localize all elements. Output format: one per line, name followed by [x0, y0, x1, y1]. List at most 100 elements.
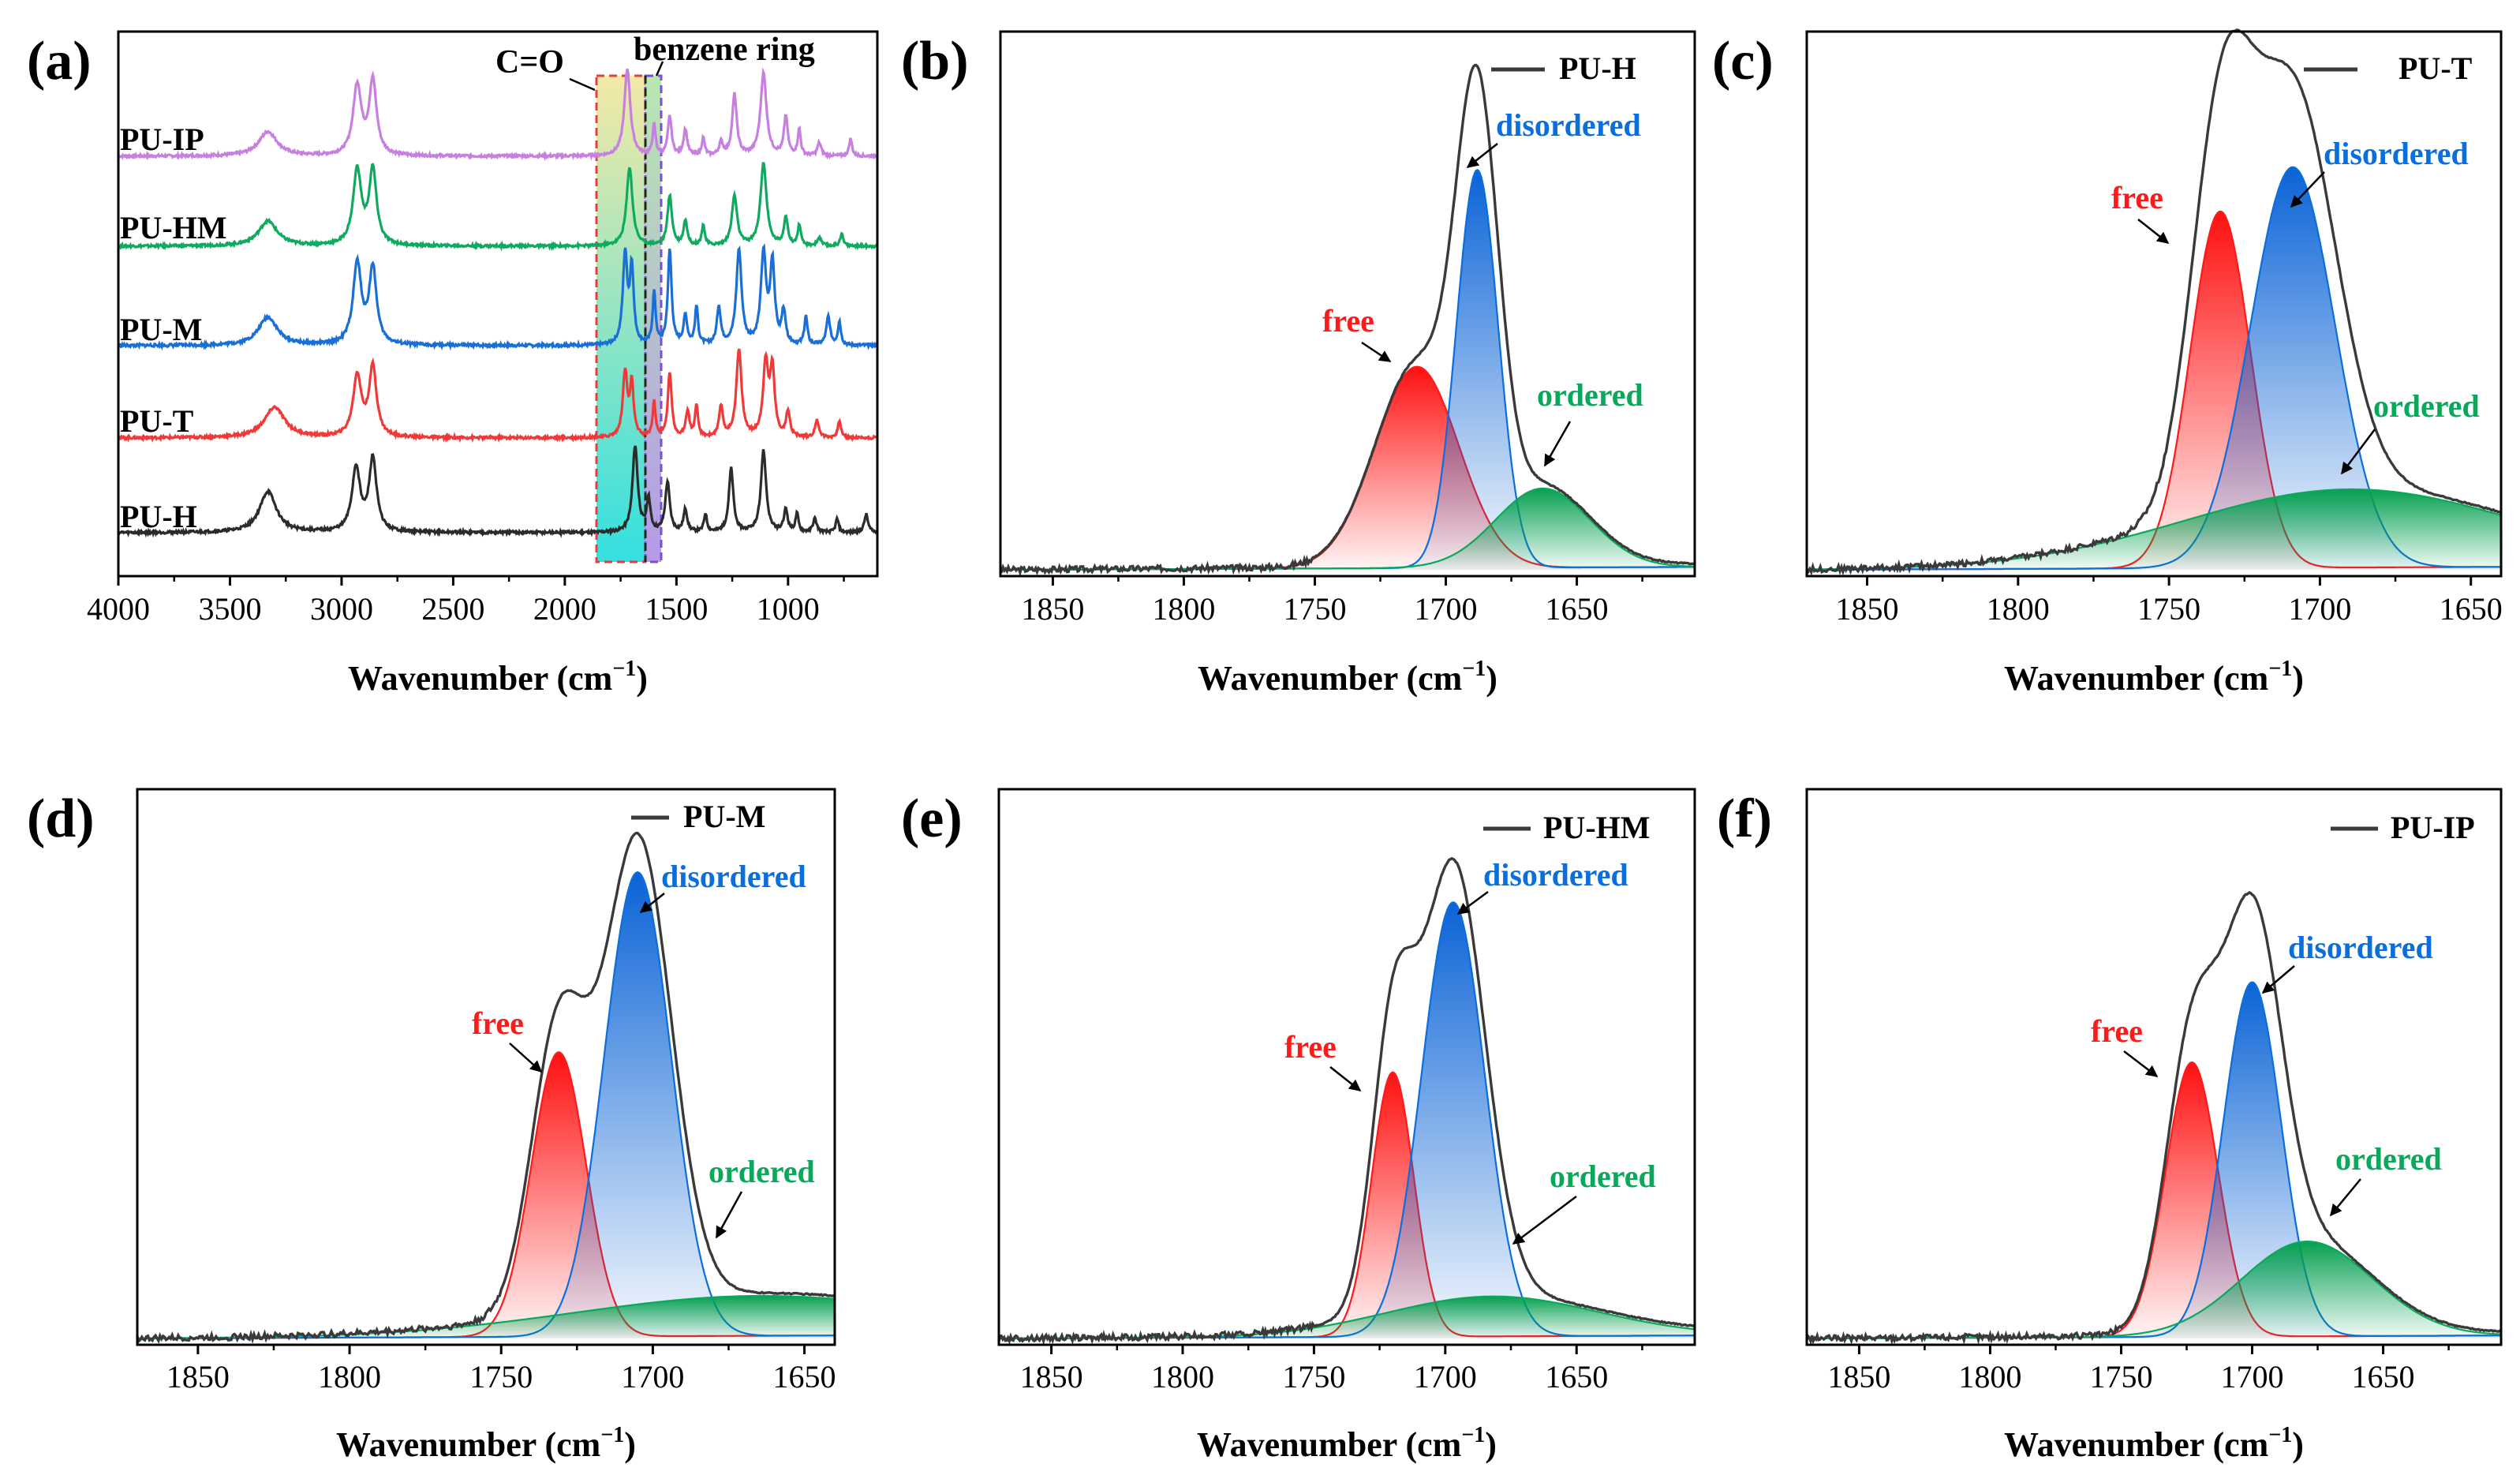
- b-label-ordered: ordered: [1537, 377, 1643, 413]
- c-label-ordered: ordered: [2373, 388, 2480, 424]
- a-label-pu-h: PU-H: [120, 499, 197, 534]
- panel-b: (b) 1850 1800 1750 1700 1650 Wavenumber …: [901, 30, 1696, 698]
- f-ordered-band-fill: [1807, 1241, 2501, 1338]
- c-label-disordered: disordered: [2324, 136, 2469, 171]
- e-disordered-band-line: [999, 901, 1695, 1340]
- e-label-free: free: [1284, 1029, 1337, 1065]
- c-ticks: [1866, 576, 2473, 586]
- a-label-pu-hm: PU-HM: [120, 210, 227, 245]
- d-envelope-line: [136, 831, 836, 1344]
- e-arrow-free: [1329, 1066, 1362, 1091]
- b-free-band-fill: [1000, 366, 1695, 570]
- c-arrow-disordered: [2290, 171, 2325, 208]
- c-tick-1650: 1650: [2440, 591, 2503, 627]
- f-arrow-free: [2123, 1050, 2159, 1077]
- panel-e-frame: [997, 788, 1696, 1346]
- d-tick-1850: 1850: [166, 1359, 230, 1395]
- spectrum-pu-ip: [118, 67, 878, 162]
- spectrum-pu-m: [117, 243, 879, 351]
- benzene-annotation: benzene ring: [634, 32, 815, 68]
- a-tick-4000: 4000: [87, 591, 150, 627]
- b-disordered-band-line: [1000, 169, 1695, 571]
- d-tick-1650: 1650: [773, 1359, 836, 1395]
- spectrum-pu-h: [117, 445, 879, 539]
- d-xaxis-title: Wavenumber (cm−1): [336, 1423, 636, 1464]
- f-envelope-line: [1805, 891, 2502, 1346]
- f-arrow-ordered: [2330, 1178, 2361, 1217]
- panel-e-letter: (e): [901, 788, 963, 849]
- panel-b-frame: [999, 30, 1696, 578]
- e-tick-1750: 1750: [1282, 1359, 1345, 1395]
- d-label-disordered: disordered: [661, 859, 806, 894]
- d-label-free: free: [472, 1005, 524, 1041]
- panel-e: (e) 1850 1800 1750 1700 1650 Wavenumber …: [901, 788, 1696, 1464]
- b-arrow-disordered: [1466, 143, 1498, 168]
- d-tick-1750: 1750: [469, 1359, 533, 1395]
- c-tick-1750: 1750: [2137, 591, 2200, 627]
- b-label-disordered: disordered: [1496, 107, 1641, 143]
- a-tick-2000: 2000: [533, 591, 596, 627]
- panel-d-letter: (d): [27, 788, 95, 849]
- f-arrow-disordered: [2261, 965, 2295, 994]
- b-tick-1650: 1650: [1546, 591, 1609, 627]
- c-legend-label: PU-T: [2398, 51, 2473, 86]
- panel-d: (d) 1850 1800 1750 1700 1650 Wavenumber …: [27, 788, 836, 1464]
- panel-f-frame: [1805, 788, 2503, 1346]
- d-legend-label: PU-M: [683, 799, 765, 834]
- b-disordered-band-fill: [1000, 170, 1695, 571]
- panel-b-letter: (b): [901, 31, 969, 92]
- e-xaxis-title: Wavenumber (cm−1): [1197, 1423, 1497, 1464]
- a-series-group: [117, 67, 879, 539]
- panel-a: (a) 4000 3500 3000 2500 2000 1500 1000 W…: [27, 30, 879, 698]
- a-ticks: [117, 576, 845, 586]
- e-tick-1650: 1650: [1545, 1359, 1608, 1395]
- e-arrow-ordered: [1512, 1196, 1577, 1245]
- e-tick-1800: 1800: [1151, 1359, 1214, 1395]
- panel-a-letter: (a): [27, 31, 92, 92]
- e-envelope-line: [997, 856, 1696, 1346]
- e-tick-1850: 1850: [1020, 1359, 1083, 1395]
- d-ticks: [196, 1345, 806, 1354]
- spectrum-pu-t: [118, 348, 878, 444]
- d-disordered-band-line: [137, 871, 835, 1340]
- a-label-pu-ip: PU-IP: [120, 122, 204, 157]
- d-arrow-disordered: [639, 893, 665, 913]
- e-arrow-disordered: [1456, 890, 1489, 915]
- e-label-ordered: ordered: [1550, 1159, 1656, 1194]
- b-tick-1850: 1850: [1021, 591, 1084, 627]
- f-xaxis-title: Wavenumber (cm−1): [2004, 1423, 2304, 1464]
- d-arrow-free: [509, 1043, 543, 1073]
- a-tick-2500: 2500: [421, 591, 484, 627]
- e-ticks: [1050, 1345, 1643, 1354]
- a-label-pu-m: PU-M: [120, 312, 202, 347]
- d-arrow-ordered: [715, 1191, 743, 1239]
- a-tick-3000: 3000: [310, 591, 373, 627]
- d-tick-1700: 1700: [621, 1359, 684, 1395]
- panel-c-letter: (c): [1712, 31, 1774, 92]
- panel-d-frame: [136, 788, 836, 1346]
- b-tick-1800: 1800: [1152, 591, 1215, 627]
- a-label-pu-t: PU-T: [120, 403, 194, 439]
- b-plot: [1000, 63, 1696, 578]
- co-pointer: [569, 77, 596, 92]
- d-plot: [136, 831, 836, 1344]
- f-tick-1750: 1750: [2090, 1359, 2153, 1395]
- f-legend-label: PU-IP: [2391, 810, 2475, 845]
- c-tick-1800: 1800: [1987, 591, 2050, 627]
- a-tick-1000: 1000: [757, 591, 820, 627]
- panel-f-letter: (f): [1717, 788, 1772, 849]
- e-plot: [997, 856, 1696, 1346]
- f-tick-1800: 1800: [1958, 1359, 2021, 1395]
- f-ticks: [1857, 1345, 2450, 1354]
- panel-c: (c) 1850 1800 1750 1700 1650 Wavenumber …: [1712, 28, 2503, 698]
- b-label-free: free: [1322, 303, 1374, 339]
- f-label-ordered: ordered: [2335, 1141, 2442, 1177]
- b-arrow-ordered: [1543, 421, 1572, 467]
- b-arrow-free: [1361, 341, 1392, 363]
- f-free-band-fill: [1807, 1062, 2501, 1338]
- panel-a-frame: [117, 30, 879, 578]
- spectrum-pu-hm: [117, 162, 878, 252]
- f-label-free: free: [2091, 1013, 2143, 1049]
- e-tick-1700: 1700: [1414, 1359, 1477, 1395]
